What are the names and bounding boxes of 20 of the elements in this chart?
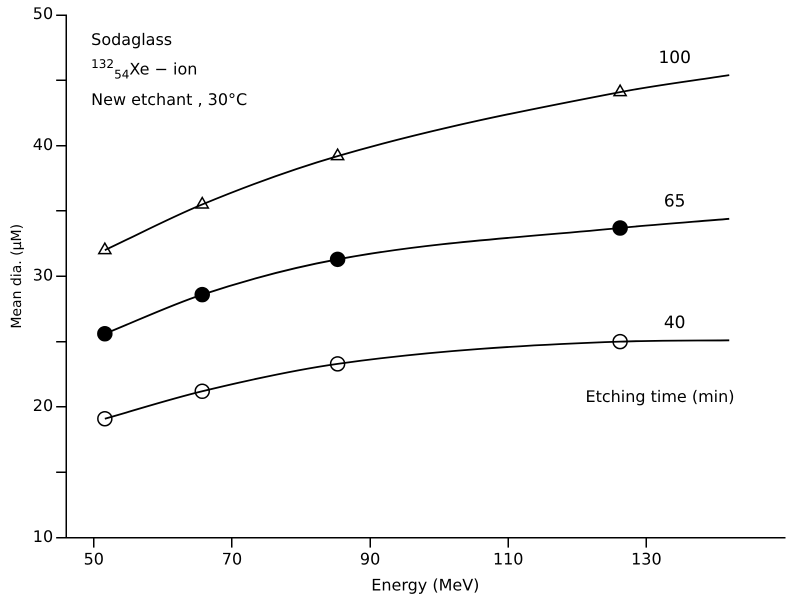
- x-tick-label: 50: [84, 549, 104, 568]
- legend-title: Etching time (min): [585, 386, 734, 406]
- series-label: 65: [664, 192, 686, 212]
- y-tick-label: 10: [32, 526, 54, 546]
- y-axis-title: Mean dia. (μM): [9, 224, 26, 329]
- x-tick-label: 90: [360, 549, 380, 568]
- x-tick-label: 130: [631, 549, 662, 568]
- point: [97, 410, 113, 426]
- y-tick-label: 30: [32, 265, 54, 284]
- y-tick-label: 40: [32, 134, 54, 154]
- y-tick-label: 50: [32, 4, 54, 24]
- x-tick-label: 110: [492, 549, 524, 568]
- annotation: Sodaglass: [91, 30, 174, 50]
- x-tick-label: 70: [222, 549, 242, 568]
- y-tick-label: 20: [32, 396, 54, 416]
- series-label: 40: [664, 313, 686, 334]
- annotation: New etchant , 30°C: [91, 90, 248, 110]
- series-label: 100: [658, 48, 691, 68]
- x-axis-title: Energy (MeV): [371, 576, 480, 595]
- point: [97, 326, 113, 342]
